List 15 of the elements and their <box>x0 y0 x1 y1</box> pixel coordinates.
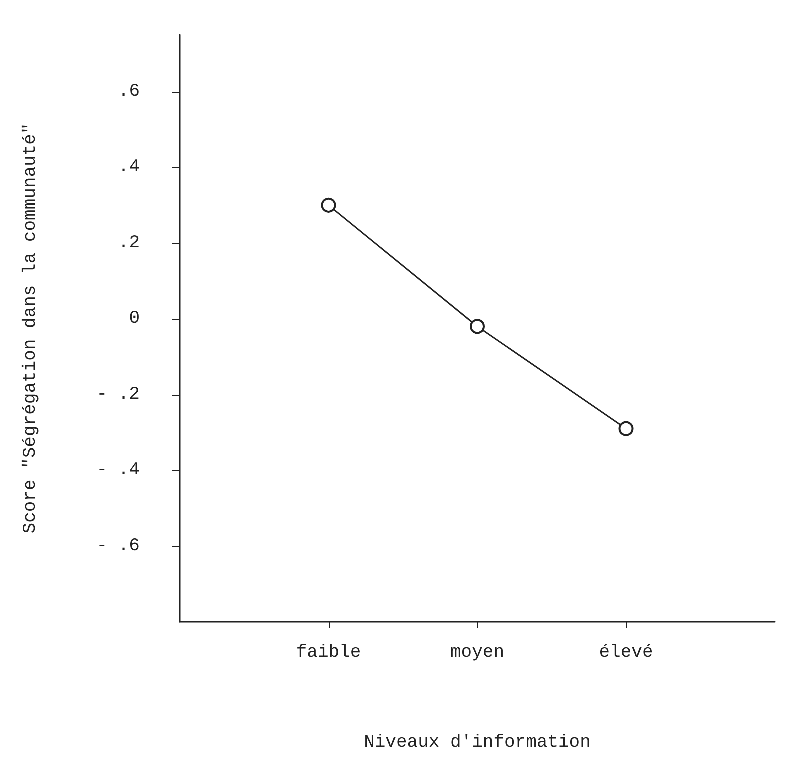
point <box>321 198 336 213</box>
y-axis-title: Score "Ségrégation dans la communauté" <box>21 123 41 534</box>
x-axis-title: Niveaux d'information <box>364 733 591 753</box>
y-tick-label: - .6 <box>96 536 140 556</box>
y-tick-label: - .4 <box>96 460 140 481</box>
x-tick-label: élevé <box>599 643 654 663</box>
y-tick-label: .4 <box>118 158 140 178</box>
x-tick-label: moyen <box>450 643 505 663</box>
point <box>618 421 634 436</box>
y-tick-label: - .2 <box>96 384 140 405</box>
x-tick-label: faible <box>296 643 362 663</box>
point <box>470 319 485 334</box>
y-tick-label: .2 <box>118 233 140 254</box>
y-tick-label: .6 <box>118 82 140 102</box>
y-tick-label: 0 <box>129 309 140 330</box>
